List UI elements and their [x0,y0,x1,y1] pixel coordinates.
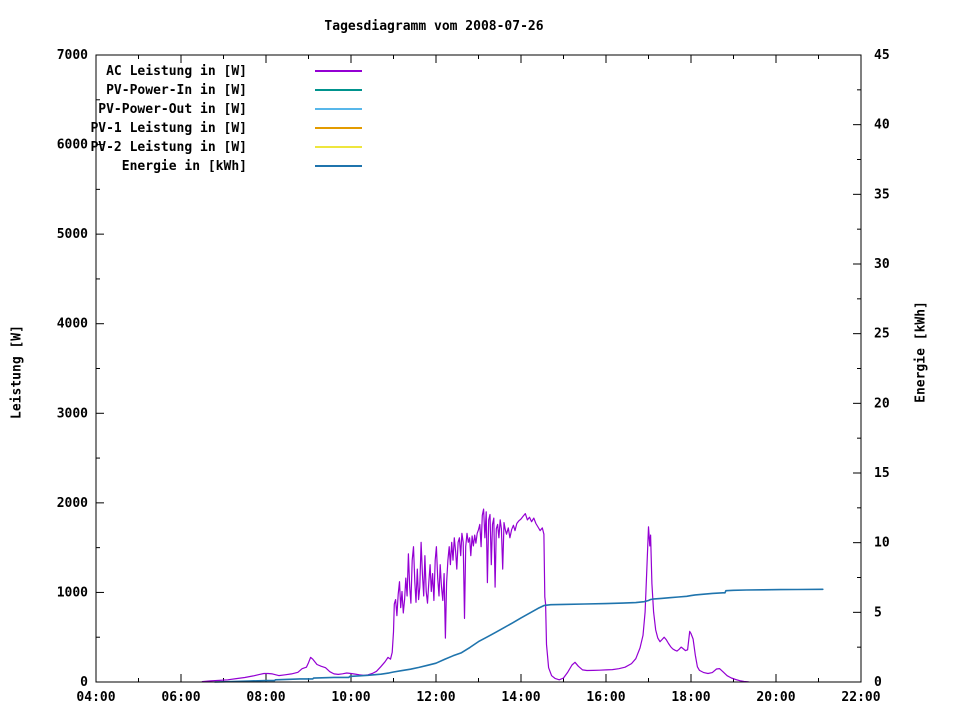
y-axis-right-label: Energie [kWh] [913,301,929,403]
y-right-tick-label: 45 [874,48,890,63]
legend-label: PV-Power-In in [W] [106,83,247,98]
y-right-tick-label: 25 [874,327,890,342]
y-right-tick-label: 20 [874,396,890,411]
y-left-tick-label: 3000 [57,406,88,421]
y-left-tick-label: 0 [80,675,88,690]
y-right-tick-label: 0 [874,675,882,690]
y-right-tick-label: 40 [874,118,890,133]
series-energie-in-kwh [214,588,824,683]
legend-label: Energie in [kWh] [122,159,247,174]
x-tick-label: 18:00 [671,690,710,705]
plot-border [95,54,862,683]
legend-label: PV-2 Leistung in [W] [90,140,247,155]
y-right-tick-label: 35 [874,187,890,202]
y-left-tick-label: 2000 [57,496,88,511]
x-tick-label: 10:00 [331,690,370,705]
series-ac-leistung-in-w [201,508,750,683]
legend-label: PV-1 Leistung in [W] [90,121,247,136]
y-right-tick-label: 30 [874,257,890,272]
legend-label: AC Leistung in [W] [106,64,247,79]
x-tick-label: 08:00 [246,690,285,705]
y-right-tick-label: 10 [874,536,890,551]
x-tick-label: 12:00 [416,690,455,705]
chart-title: Tagesdiagramm vom 2008-07-26 [324,19,544,34]
y-left-tick-label: 1000 [57,585,88,600]
legend-label: PV-Power-Out in [W] [98,102,247,117]
y-right-tick-label: 5 [874,605,882,620]
y-right-tick-label: 15 [874,466,890,481]
x-tick-label: 14:00 [501,690,540,705]
y-left-tick-label: 5000 [57,227,88,242]
x-tick-label: 20:00 [756,690,795,705]
x-tick-label: 22:00 [841,690,880,705]
y-left-tick-label: 6000 [57,138,88,153]
x-tick-label: 04:00 [76,690,115,705]
y-axis-left-label: Leistung [W] [9,325,25,419]
y-left-tick-label: 7000 [57,48,88,63]
x-tick-label: 16:00 [586,690,625,705]
x-tick-label: 06:00 [161,690,200,705]
y-left-tick-label: 4000 [57,317,88,332]
